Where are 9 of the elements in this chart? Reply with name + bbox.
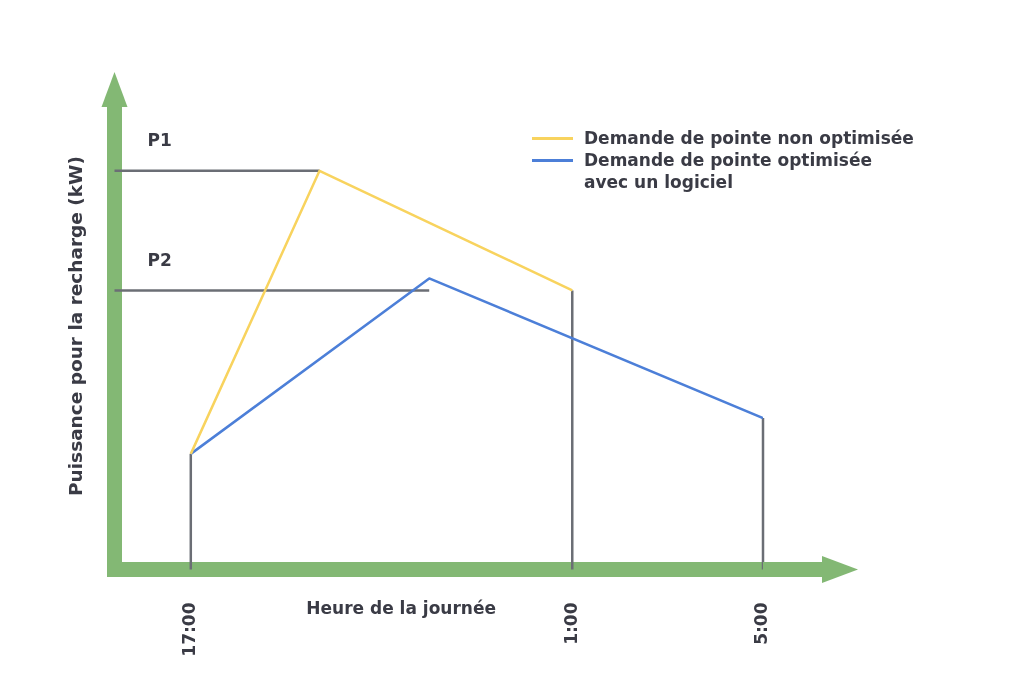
ref-line-label: P1 [147,130,172,151]
legend-label: Demande de pointe optimisée avec un logiciel [584,148,874,193]
x-tick-label: 17:00 [179,602,200,657]
ref-line-label: P2 [147,249,172,270]
x-tick-label: 1:00 [560,602,581,645]
x-axis-title: Heure de la journée [306,597,496,618]
x-tick-label: 5:00 [751,602,772,645]
y-axis-title: Puissance pour la recharge (kW) [64,156,86,496]
legend-label: Demande de pointe non optimisée [584,126,914,149]
